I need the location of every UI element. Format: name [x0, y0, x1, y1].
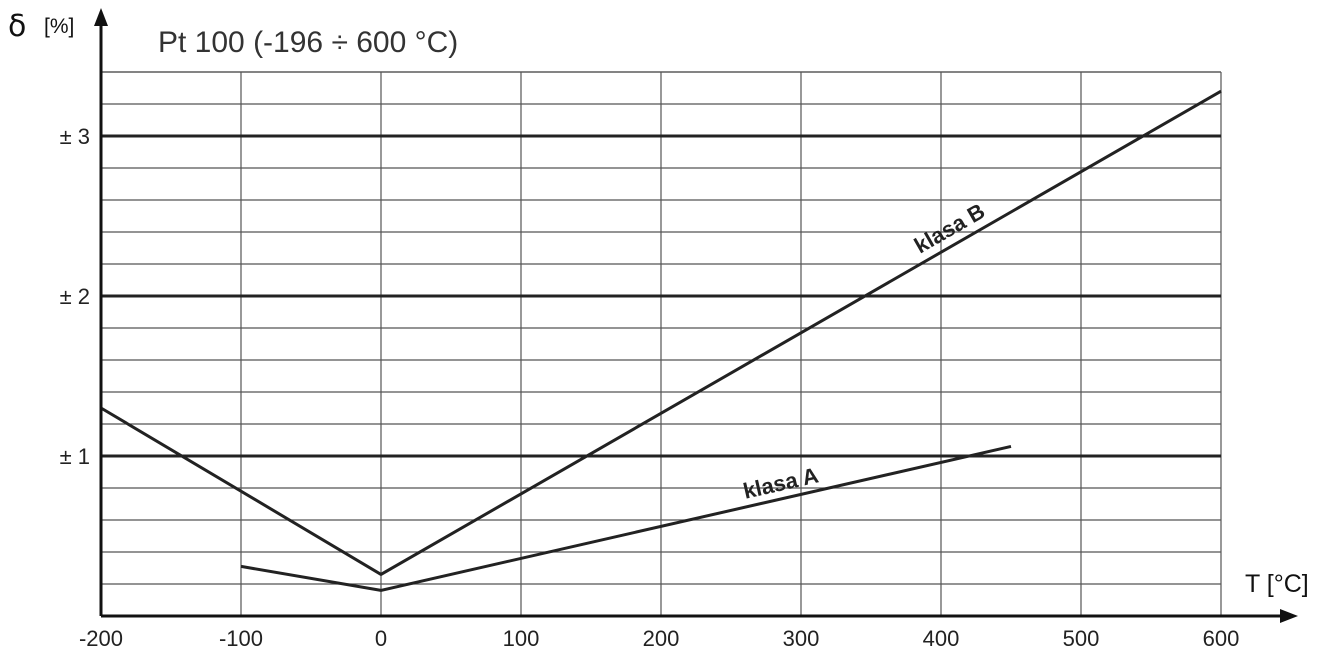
y-axis-arrow [94, 8, 108, 26]
series-line-klasa-a [240, 444, 1012, 592]
x-tick-label: 400 [923, 626, 960, 651]
series-line-klasa-b [100, 89, 1222, 576]
y-tick-label: ± 3 [60, 124, 90, 149]
x-axis-label: T [°C] [1245, 570, 1309, 598]
y-tick-label: ± 1 [60, 444, 90, 469]
x-axis-arrow [1280, 609, 1298, 623]
x-tick-label: 600 [1203, 626, 1240, 651]
chart-title: Pt 100 (-196 ÷ 600 °C) [158, 26, 458, 59]
grid-minor [100, 71, 1222, 616]
y-axis-unit: [%] [44, 15, 74, 38]
y-tick-label: ± 2 [60, 284, 90, 309]
x-tick-label: 200 [643, 626, 680, 651]
x-tick-labels: -200 -100 0 100 200 300 400 500 600 [79, 626, 1239, 651]
y-axis-label: δ [8, 9, 26, 44]
x-tick-label: 300 [783, 626, 820, 651]
x-tick-label: -200 [79, 626, 123, 651]
x-tick-label: 0 [375, 626, 387, 651]
grid-major [101, 134, 1221, 458]
axes [94, 8, 1298, 623]
series-layer [100, 89, 1222, 592]
x-tick-label: -100 [219, 626, 263, 651]
x-tick-label: 500 [1063, 626, 1100, 651]
x-tick-label: 100 [503, 626, 540, 651]
y-tick-labels: ± 1 ± 2 ± 3 [60, 124, 90, 469]
series-label-klasa-b: klasa B [910, 198, 989, 258]
